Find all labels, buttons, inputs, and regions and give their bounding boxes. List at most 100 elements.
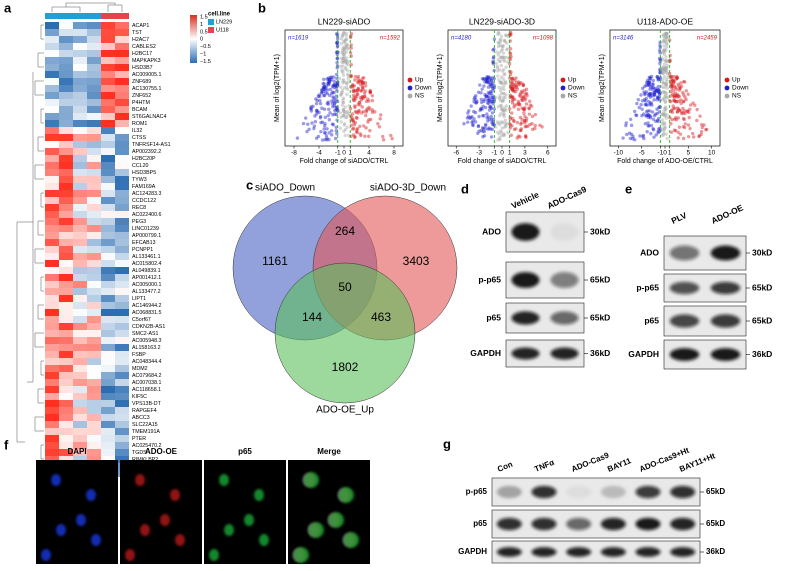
gene-label: AC022400.6 xyxy=(132,212,162,218)
gene-label: AC130755.1 xyxy=(132,86,162,92)
heatmap-cell xyxy=(45,302,59,309)
gene-label: AC009005.1 xyxy=(132,72,162,78)
point xyxy=(498,80,502,85)
point xyxy=(324,84,329,89)
point xyxy=(490,86,495,90)
point xyxy=(478,83,482,87)
dendrogram xyxy=(34,416,44,432)
point xyxy=(352,122,357,127)
point xyxy=(311,104,315,109)
panel-label: e xyxy=(625,181,632,196)
heatmap-cell xyxy=(101,330,115,337)
point xyxy=(664,48,668,52)
gene-label: TGDS xyxy=(132,450,147,456)
micrograph xyxy=(120,460,202,564)
point xyxy=(490,95,495,100)
point xyxy=(656,130,661,135)
point xyxy=(314,112,319,116)
gene-label: ZNF689 xyxy=(132,79,151,85)
point xyxy=(666,72,670,76)
point xyxy=(476,90,481,95)
point xyxy=(340,68,344,72)
point xyxy=(647,99,651,104)
point xyxy=(664,41,669,46)
point xyxy=(342,47,347,52)
gene-label: ZNF652 xyxy=(132,93,151,99)
point xyxy=(489,114,493,119)
point xyxy=(646,83,650,88)
point xyxy=(521,83,526,87)
point xyxy=(301,121,306,126)
point xyxy=(644,102,648,107)
heatmap-cell xyxy=(87,232,101,239)
point xyxy=(644,110,649,114)
point xyxy=(500,126,504,130)
point xyxy=(647,92,652,97)
point xyxy=(651,117,656,121)
heatmap-cell xyxy=(73,134,87,141)
point xyxy=(333,100,337,105)
point xyxy=(295,136,300,140)
point xyxy=(360,79,365,84)
point xyxy=(325,136,329,141)
point xyxy=(479,107,483,111)
point xyxy=(501,51,506,55)
point xyxy=(631,137,635,141)
point xyxy=(326,76,330,80)
point xyxy=(323,124,327,128)
point xyxy=(663,105,668,109)
gene-label: ST6GALNAC4 xyxy=(132,114,166,120)
heatmap-cell xyxy=(115,197,129,204)
point xyxy=(381,138,386,142)
point xyxy=(665,31,670,36)
point xyxy=(519,81,523,85)
heatmap-cell xyxy=(101,372,115,379)
point xyxy=(485,98,490,102)
lane-label: ADO-OE xyxy=(710,202,745,226)
lane-label: Con xyxy=(496,460,514,474)
point xyxy=(330,122,335,126)
point xyxy=(497,96,502,101)
heatmap-cell xyxy=(101,393,115,400)
point xyxy=(682,79,686,84)
heatmap-cell xyxy=(45,162,59,169)
point xyxy=(341,56,345,60)
point xyxy=(342,30,346,35)
point xyxy=(681,111,686,115)
heatmap-cell xyxy=(59,267,73,274)
point xyxy=(339,37,344,41)
heatmap-cell xyxy=(101,64,115,71)
heatmap-cell xyxy=(45,365,59,372)
heatmap-cell xyxy=(59,99,73,106)
point xyxy=(519,89,524,93)
point xyxy=(662,112,666,116)
point xyxy=(661,85,665,89)
point xyxy=(344,59,348,64)
point xyxy=(334,107,338,112)
point xyxy=(316,134,321,139)
gene-label: C5orf67 xyxy=(132,317,151,323)
heatmap-cell xyxy=(45,106,59,113)
point xyxy=(517,103,522,107)
point xyxy=(341,77,346,82)
point xyxy=(502,87,506,92)
heatmap-cell xyxy=(101,421,115,428)
point xyxy=(484,80,489,84)
point xyxy=(345,87,350,92)
legend-dot xyxy=(560,93,566,99)
heatmap-cell xyxy=(115,442,129,449)
point xyxy=(325,88,330,92)
heatmap-cell xyxy=(73,414,87,421)
point xyxy=(327,82,331,87)
heatmap-cell xyxy=(45,211,59,218)
heatmap-cell xyxy=(73,365,87,372)
point xyxy=(485,75,489,79)
heatmap-cell xyxy=(59,302,73,309)
heatmap-cell xyxy=(45,281,59,288)
point xyxy=(356,92,360,97)
point xyxy=(345,125,349,130)
point xyxy=(664,132,668,136)
point xyxy=(645,103,649,107)
point xyxy=(348,106,353,111)
heatmap-cell xyxy=(87,43,101,50)
